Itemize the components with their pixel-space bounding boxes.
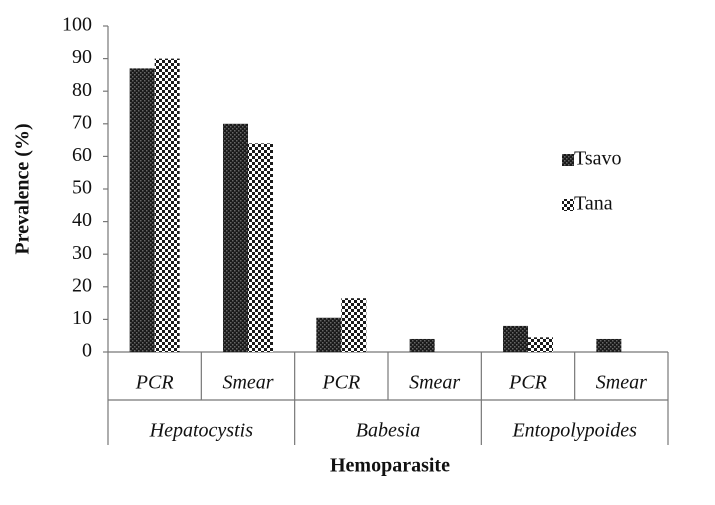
x-tick-label: Smear: [222, 372, 273, 394]
y-tick-label: 60: [72, 144, 92, 166]
bar: [154, 58, 180, 352]
bar: [341, 298, 367, 352]
bar: [248, 143, 273, 352]
x-tick-label: PCR: [321, 372, 360, 394]
bar: [129, 68, 155, 352]
group-label: Entopolypoides: [511, 420, 637, 442]
bar: [596, 338, 622, 352]
y-tick-label: 90: [72, 46, 92, 68]
y-tick-label: 30: [72, 242, 92, 264]
x-tick-label: PCR: [508, 372, 547, 394]
y-tick-label: 0: [82, 340, 92, 362]
bar: [528, 337, 553, 352]
y-tick-label: 70: [72, 111, 92, 133]
y-tick-label: 100: [62, 14, 92, 36]
y-tick-label: 50: [72, 177, 92, 199]
legend-label: Tsavo: [574, 148, 621, 170]
legend-label: Tana: [574, 193, 613, 215]
bar: [223, 123, 248, 352]
y-tick-label: 80: [72, 79, 92, 101]
bar: [316, 317, 342, 352]
x-tick-label: PCR: [135, 372, 174, 394]
y-tick-label: 10: [72, 307, 92, 329]
x-axis-title: Hemoparasite: [330, 455, 450, 477]
y-tick-label: 40: [72, 209, 92, 231]
y-axis-title: Prevalence (%): [12, 123, 34, 254]
group-label: Babesia: [356, 420, 420, 442]
bar: [409, 338, 435, 352]
x-tick-label: Smear: [596, 372, 647, 394]
group-label: Hepatocystis: [149, 420, 254, 442]
bar: [503, 325, 528, 352]
x-tick-label: Smear: [409, 372, 460, 394]
y-tick-label: 20: [72, 274, 92, 296]
legend-swatch: [562, 154, 574, 166]
legend-swatch: [562, 199, 574, 211]
